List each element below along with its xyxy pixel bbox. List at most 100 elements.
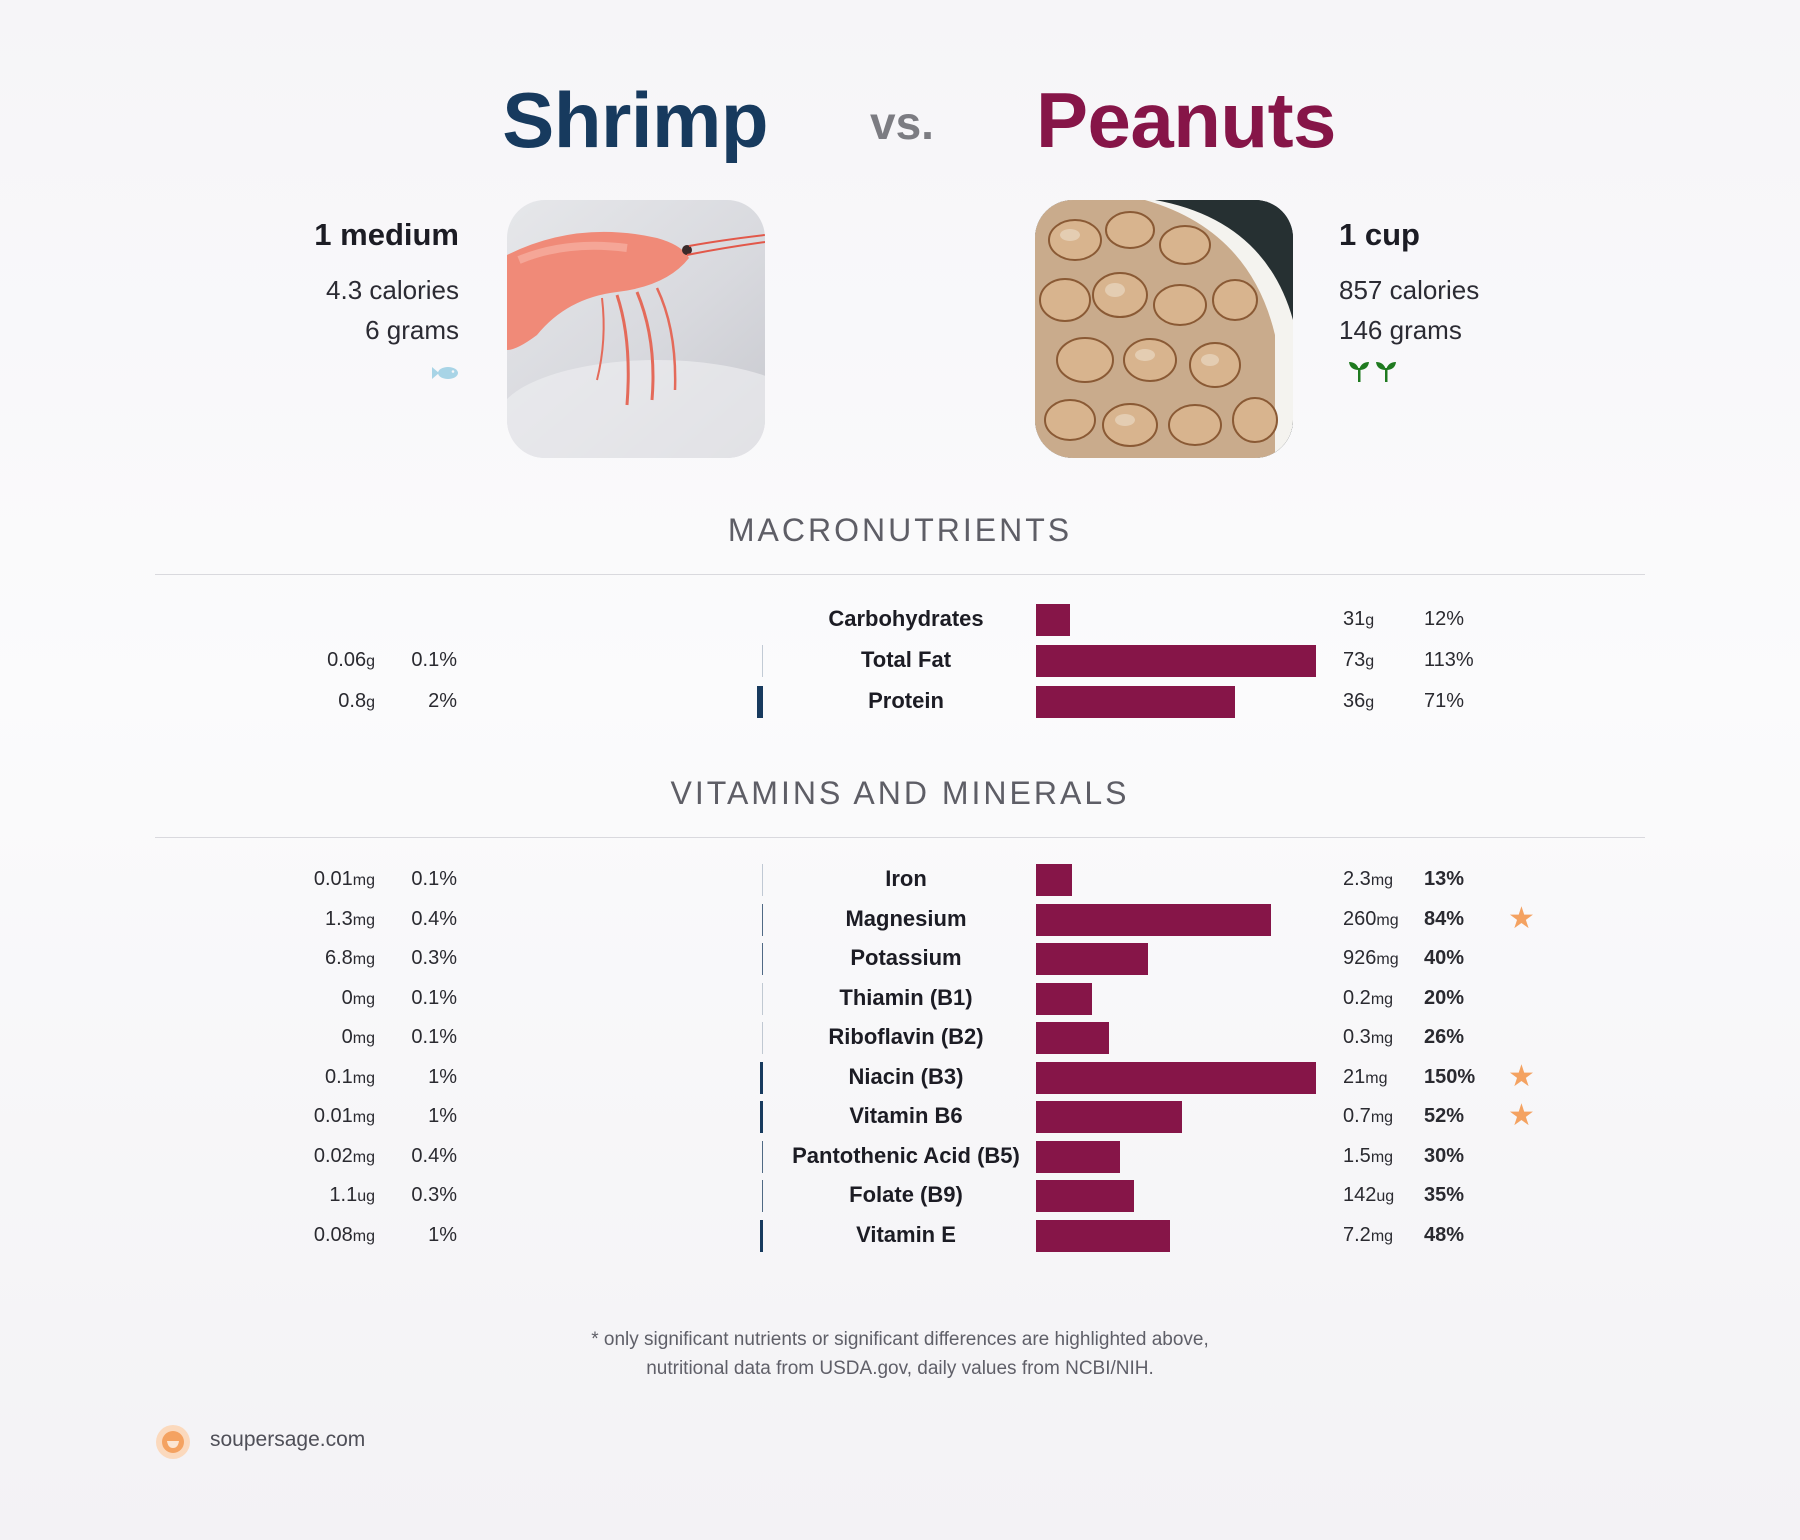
peanuts-bar — [1036, 1219, 1171, 1252]
shrimp-bar — [762, 864, 763, 896]
nutrient-label: Niacin (B3) — [848, 1063, 964, 1089]
peanuts-amount: 0.2mg — [1343, 986, 1394, 1009]
shrimp-amount: 0mg — [341, 986, 375, 1009]
peanuts-bar — [1036, 1180, 1134, 1212]
peanuts-amount: 1.5mg — [1343, 1144, 1394, 1167]
shrimp-amount: 0.08mg — [313, 1223, 375, 1246]
shrimp-amount: 1.3mg — [324, 907, 375, 930]
shrimp-percent: 2% — [428, 690, 457, 712]
peanuts-percent: 150% — [1424, 1065, 1476, 1088]
peanuts-amount: 73g — [1343, 649, 1375, 671]
nutrient-label: Folate (B9) — [849, 1182, 963, 1207]
shrimp-percent: 0.4% — [411, 1144, 457, 1167]
nutrient-label: Magnesium — [845, 905, 967, 931]
nutrient-label: Vitamin B6 — [849, 1103, 963, 1128]
peanut-image — [1035, 200, 1293, 458]
shrimp-bar — [757, 686, 763, 718]
vitamins-divider — [155, 837, 1645, 838]
shrimp-bar — [762, 1180, 763, 1212]
peanuts-amount: 7.2mg — [1343, 1223, 1394, 1246]
vs-label: vs. — [870, 97, 934, 149]
calories-left: 4.3 calories — [326, 275, 459, 305]
peanuts-bar — [1036, 1140, 1120, 1173]
peanuts-amount: 36g — [1343, 690, 1375, 712]
title-shrimp: Shrimp — [502, 76, 768, 164]
shrimp-percent: 1% — [428, 1065, 457, 1088]
calories-right: 857 calories — [1339, 275, 1480, 305]
peanuts-percent: 71% — [1424, 690, 1465, 712]
vitamins-heading: VITAMINS AND MINERALS — [670, 775, 1130, 811]
macronutrients-heading: MACRONUTRIENTS — [727, 512, 1073, 548]
shrimp-bar — [760, 1061, 763, 1094]
peanuts-amount: 926mg — [1343, 947, 1399, 969]
nutrient-label: Carbohydrates — [828, 606, 984, 631]
star-icon: ★ — [1508, 1099, 1535, 1132]
grams-left: 6 grams — [365, 315, 459, 345]
nutrient-label: Protein — [868, 688, 944, 713]
fish-icon — [432, 362, 460, 389]
peanuts-bar — [1036, 864, 1073, 896]
shrimp-percent: 0.3% — [411, 1184, 457, 1206]
shrimp-amount: 0.01mg — [313, 1105, 375, 1127]
shrimp-percent: 0.3% — [411, 947, 457, 969]
peanuts-amount: 142ug — [1343, 1184, 1395, 1206]
serving-left: 1 medium — [314, 217, 459, 252]
peanuts-bar — [1036, 1101, 1182, 1133]
shrimp-bar — [761, 1140, 763, 1173]
footnote-line-2: nutritional data from USDA.gov, daily va… — [646, 1358, 1154, 1379]
shrimp-bar — [761, 903, 763, 936]
peanuts-bar — [1036, 982, 1092, 1015]
nutrient-label: Thiamin (B1) — [839, 984, 973, 1010]
serving-right: 1 cup — [1339, 217, 1420, 252]
peanuts-percent: 30% — [1424, 1144, 1465, 1167]
peanuts-bar — [1036, 1061, 1316, 1094]
peanuts-percent: 84% — [1424, 907, 1465, 930]
peanuts-bar — [1036, 686, 1235, 718]
peanuts-percent: 26% — [1424, 1026, 1465, 1048]
shrimp-percent: 0.4% — [411, 907, 457, 930]
peanuts-bar — [1036, 604, 1070, 636]
peanuts-amount: 0.7mg — [1343, 1105, 1394, 1127]
nutrient-label: Total Fat — [860, 647, 952, 672]
macros-divider — [155, 574, 1645, 575]
peanuts-percent: 12% — [1424, 608, 1465, 630]
shrimp-percent: 0.1% — [411, 649, 457, 671]
site-name[interactable]: soupersage.com — [210, 1428, 366, 1451]
shrimp-bar — [760, 1101, 763, 1133]
shrimp-amount: 0.01mg — [313, 868, 375, 890]
peanuts-bar — [1036, 943, 1148, 975]
footnote-line-1: * only significant nutrients or signific… — [591, 1329, 1209, 1350]
title-peanuts: Peanuts — [1036, 76, 1336, 164]
peanuts-percent: 113% — [1424, 649, 1474, 671]
peanuts-amount: 260mg — [1343, 907, 1399, 930]
peanuts-percent: 48% — [1424, 1223, 1465, 1246]
nutrient-label: Potassium — [850, 945, 962, 970]
shrimp-bar — [762, 982, 763, 1015]
shrimp-image — [507, 200, 765, 458]
shrimp-amount: 6.8mg — [324, 947, 375, 969]
peanuts-amount: 31g — [1343, 608, 1375, 630]
peanuts-amount: 2.3mg — [1343, 868, 1394, 890]
star-icon: ★ — [1508, 901, 1535, 935]
peanuts-percent: 13% — [1424, 868, 1465, 890]
shrimp-percent: 0.1% — [411, 1026, 457, 1048]
shrimp-bar — [762, 943, 763, 975]
sprout-icon — [1348, 360, 1400, 389]
shrimp-bar — [762, 645, 763, 677]
peanuts-amount: 21mg — [1343, 1065, 1388, 1088]
shrimp-percent: 1% — [428, 1223, 457, 1246]
peanuts-amount: 0.3mg — [1343, 1026, 1394, 1048]
shrimp-amount: 0.06g — [327, 649, 375, 671]
peanuts-bar — [1036, 903, 1272, 936]
shrimp-bar — [760, 1219, 763, 1252]
nutrient-label: Pantothenic Acid (B5) — [792, 1142, 1020, 1168]
shrimp-percent: 0.1% — [411, 986, 457, 1009]
peanuts-percent: 52% — [1424, 1105, 1465, 1127]
shrimp-amount: 0mg — [341, 1026, 375, 1048]
nutrient-label: Riboflavin (B2) — [828, 1024, 984, 1049]
peanuts-percent: 40% — [1424, 947, 1465, 969]
shrimp-amount: 0.02mg — [313, 1144, 375, 1167]
shrimp-bar — [762, 1022, 763, 1054]
peanuts-percent: 20% — [1424, 986, 1465, 1009]
star-icon: ★ — [1508, 1059, 1535, 1093]
